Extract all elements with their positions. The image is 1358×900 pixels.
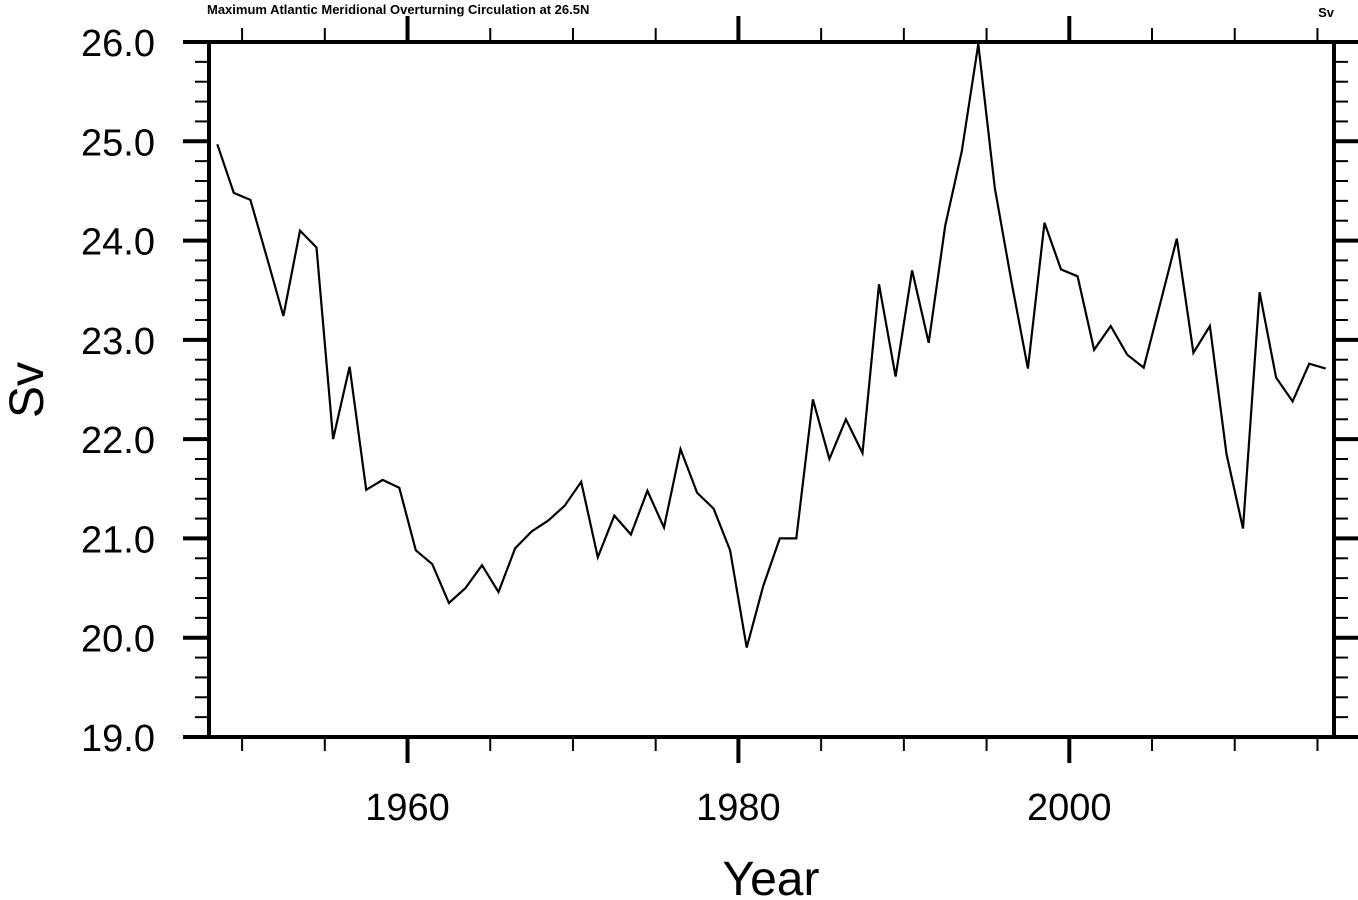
- x-tick-label: 1980: [696, 787, 781, 829]
- y-tick-label: 26.0: [81, 23, 155, 65]
- units-label: Sv: [1318, 5, 1335, 20]
- y-tick-label: 24.0: [81, 222, 155, 264]
- plot-frame: [207, 40, 1336, 739]
- series-line: [216, 43, 1327, 648]
- x-axis-title: Year: [723, 853, 820, 900]
- y-tick-label: 22.0: [81, 420, 155, 462]
- y-tick-label: 19.0: [81, 718, 155, 760]
- y-tick-label: 25.0: [81, 122, 155, 164]
- y-axis-title: Sv: [1, 362, 54, 418]
- tick-labels: 1960 1980 2000 19.0 20.0 21.0 22.0 23.0 24.0 25.0…: [81, 23, 1112, 829]
- x-tick-label: 2000: [1027, 787, 1112, 829]
- y-tick-label: 23.0: [81, 321, 155, 363]
- chart-title: Maximum Atlantic Meridional Overturning …: [207, 2, 589, 17]
- axis-ticks: [183, 16, 1358, 763]
- x-tick-label: 1960: [365, 787, 450, 829]
- y-tick-label: 20.0: [81, 619, 155, 661]
- y-tick-label: 21.0: [81, 519, 155, 561]
